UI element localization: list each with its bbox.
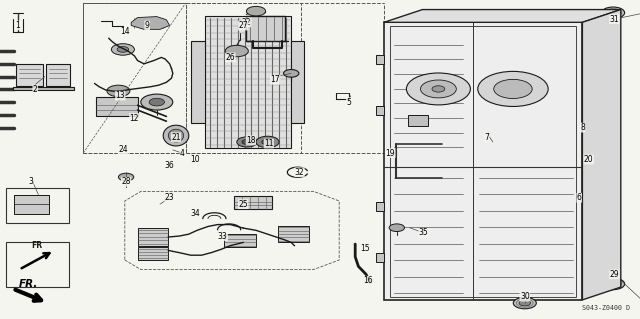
Text: 10: 10 [190, 155, 200, 164]
Circle shape [225, 45, 248, 57]
Text: 18: 18 [246, 136, 255, 145]
Circle shape [607, 281, 619, 287]
Circle shape [262, 139, 273, 145]
Bar [376, 202, 384, 211]
Circle shape [602, 7, 625, 19]
Circle shape [111, 44, 134, 55]
Bar [582, 202, 590, 211]
Bar [278, 226, 309, 242]
Text: 20: 20 [584, 155, 594, 164]
Text: 5: 5 [346, 98, 351, 107]
Text: 11: 11 [264, 139, 273, 148]
Text: 22: 22 [242, 18, 251, 27]
Text: 29: 29 [609, 270, 620, 279]
Text: 9: 9 [145, 21, 150, 30]
Circle shape [607, 10, 619, 16]
Circle shape [494, 79, 532, 99]
Circle shape [478, 71, 548, 107]
Circle shape [389, 224, 404, 232]
Bar [582, 106, 590, 115]
Text: 17: 17 [270, 75, 280, 84]
Bar [582, 55, 590, 64]
Text: 35: 35 [419, 228, 429, 237]
Text: FR.: FR. [19, 279, 38, 289]
Bar [376, 253, 384, 262]
Text: 8: 8 [580, 123, 585, 132]
Bar [13, 87, 74, 90]
Bar [390, 26, 576, 297]
Bar [14, 195, 49, 214]
Polygon shape [582, 10, 621, 300]
Text: 4: 4 [180, 149, 185, 158]
Bar [138, 228, 168, 246]
Text: 14: 14 [120, 27, 130, 36]
Text: 26: 26 [225, 53, 236, 62]
Text: S043-Z0400 D: S043-Z0400 D [582, 305, 630, 311]
Circle shape [237, 137, 257, 147]
Bar [234, 196, 272, 209]
Text: 31: 31 [609, 15, 620, 24]
Text: 21: 21 [172, 133, 180, 142]
Polygon shape [131, 17, 170, 29]
Text: 15: 15 [360, 244, 370, 253]
Bar [376, 55, 384, 64]
Bar [291, 41, 304, 123]
Text: 32: 32 [294, 168, 305, 177]
Bar [138, 247, 168, 260]
Bar [384, 22, 582, 300]
Text: 28: 28 [122, 177, 131, 186]
Circle shape [149, 98, 164, 106]
Text: 36: 36 [164, 161, 175, 170]
Circle shape [256, 136, 279, 148]
Text: 24: 24 [118, 145, 128, 154]
Circle shape [513, 297, 536, 309]
Bar [46, 64, 70, 86]
Text: 25: 25 [238, 200, 248, 209]
Circle shape [420, 80, 456, 98]
Ellipse shape [163, 125, 189, 146]
Circle shape [284, 70, 299, 77]
Text: FR: FR [31, 241, 43, 250]
Text: 1: 1 [15, 21, 20, 30]
Circle shape [242, 139, 252, 145]
Text: 12: 12 [130, 114, 139, 122]
Text: 2: 2 [33, 85, 38, 94]
Text: 13: 13 [115, 91, 125, 100]
Text: 33: 33 [218, 232, 228, 241]
Bar [16, 64, 43, 86]
Text: 27: 27 [238, 21, 248, 30]
Bar [205, 16, 291, 148]
Polygon shape [384, 10, 621, 22]
Bar [376, 106, 384, 115]
Text: 30: 30 [520, 292, 530, 301]
Circle shape [117, 47, 129, 52]
Circle shape [519, 300, 531, 306]
Circle shape [107, 85, 130, 97]
Ellipse shape [168, 129, 184, 142]
Bar [6, 188, 69, 223]
Text: 19: 19 [385, 149, 396, 158]
Circle shape [118, 173, 134, 181]
Bar [224, 234, 256, 247]
Bar [6, 242, 69, 287]
Text: 3: 3 [28, 177, 33, 186]
Circle shape [602, 278, 625, 290]
Text: 16: 16 [363, 276, 373, 285]
Bar [408, 115, 428, 126]
Circle shape [246, 6, 266, 16]
Text: 7: 7 [484, 133, 489, 142]
Circle shape [141, 94, 173, 110]
Text: 34: 34 [190, 209, 200, 218]
Bar [246, 16, 285, 41]
Bar [186, 3, 301, 153]
Circle shape [432, 86, 445, 92]
Bar [582, 253, 590, 262]
Text: 23: 23 [164, 193, 175, 202]
Bar [83, 3, 186, 153]
Bar [96, 97, 138, 116]
Circle shape [406, 73, 470, 105]
Bar [191, 41, 205, 123]
Text: 6: 6 [577, 193, 582, 202]
